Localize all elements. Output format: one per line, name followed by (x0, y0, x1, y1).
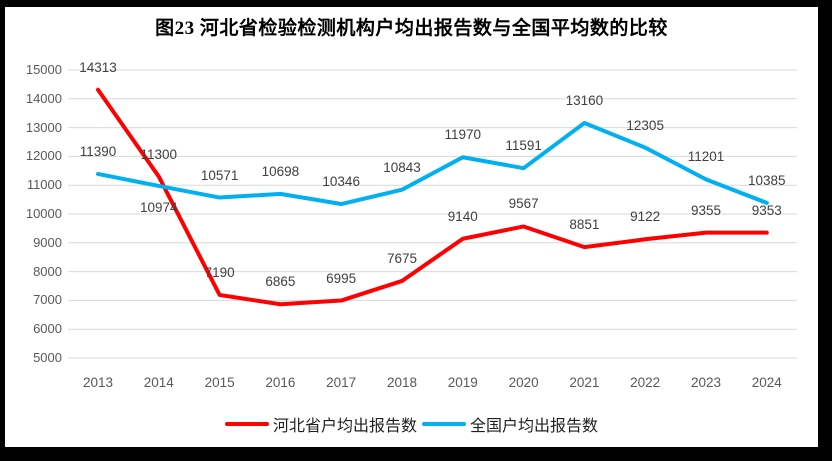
legend-line-swatch-national (422, 421, 466, 427)
x-tick-label: 2020 (508, 375, 539, 390)
legend-item-national: 全国户均出报告数 (422, 412, 598, 436)
data-label-1-2015: 10571 (200, 167, 239, 183)
legend-item-hebei: 河北省户均出报告数 (224, 412, 417, 436)
x-tick-label: 2021 (569, 375, 600, 390)
data-label-1-2014: 10974 (140, 199, 178, 215)
data-label-1-2019: 11970 (444, 127, 482, 143)
data-label-0-2022: 9122 (630, 209, 661, 225)
x-tick-label: 2016 (265, 375, 296, 390)
x-tick-label: 2015 (204, 375, 235, 390)
chart-legend: 河北省户均出报告数 全国户均出报告数 (5, 412, 818, 436)
data-label-0-2019: 9140 (447, 208, 478, 224)
data-label-0-2017: 6995 (326, 270, 357, 286)
legend-line-swatch-hebei (224, 421, 269, 427)
x-tick-label: 2017 (326, 375, 357, 390)
data-label-0-2018: 7675 (386, 250, 418, 266)
data-label-0-2013: 14313 (79, 59, 117, 75)
y-tick-label: 12000 (25, 148, 62, 164)
x-tick-label: 2024 (751, 375, 782, 390)
y-tick-label: 9000 (33, 234, 62, 250)
data-label-0-2023: 9355 (690, 202, 722, 218)
data-label-0-2020: 9567 (508, 196, 539, 212)
x-tick-label: 2019 (447, 375, 478, 390)
y-tick-label: 14000 (25, 90, 62, 106)
data-label-0-2015: 7190 (204, 264, 235, 280)
legend-label-national: 全国户均出报告数 (470, 418, 599, 435)
chart-title: 图23 河北省检验检测机构户均出报告数与全国平均数的比较 (155, 18, 668, 39)
y-tick-label: 15000 (25, 62, 62, 77)
data-label-1-2016: 10698 (261, 163, 300, 179)
y-tick-label: 13000 (25, 119, 62, 135)
y-tick-label: 11000 (26, 177, 62, 193)
y-tick-label: 10000 (25, 206, 62, 221)
y-tick-label: 6000 (33, 321, 62, 337)
data-label-1-2023: 11201 (687, 149, 725, 165)
y-tick-label: 7000 (33, 292, 62, 308)
data-label-1-2021: 13160 (565, 92, 604, 108)
x-tick-label: 2022 (630, 375, 661, 390)
y-tick-label: 5000 (33, 350, 62, 365)
x-tick-label: 2014 (143, 375, 174, 390)
data-label-0-2014: 11300 (140, 146, 178, 162)
legend-label-hebei: 河北省户均出报告数 (272, 418, 417, 435)
data-label-1-2018: 10843 (383, 159, 421, 175)
data-label-1-2024: 10385 (748, 172, 786, 188)
y-tick-label: 8000 (33, 263, 62, 279)
x-tick-label: 2018 (386, 375, 418, 390)
data-label-0-2016: 6865 (265, 274, 296, 290)
x-tick-label: 2023 (690, 375, 722, 390)
data-label-1-2013: 11390 (79, 143, 117, 159)
data-label-1-2022: 12305 (626, 117, 664, 133)
data-label-0-2021: 8851 (569, 217, 600, 233)
data-label-1-2017: 10346 (322, 174, 360, 190)
x-tick-label: 2013 (82, 375, 114, 390)
data-label-0-2024: 9353 (751, 202, 782, 218)
data-label-1-2020: 11591 (505, 138, 542, 154)
